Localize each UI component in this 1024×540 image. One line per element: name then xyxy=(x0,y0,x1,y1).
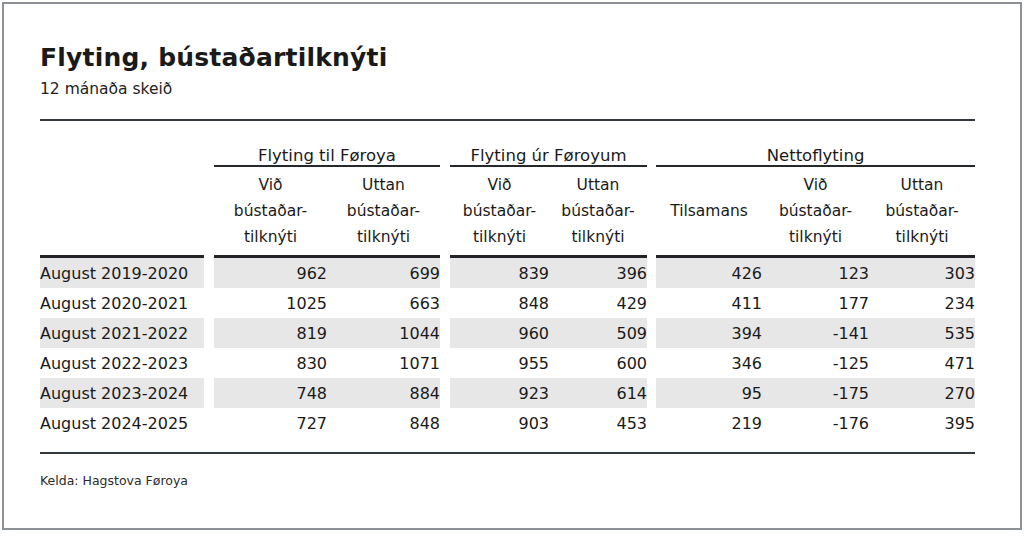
table-row: August 2019-2020 962 699 839 396 426 123… xyxy=(40,257,975,289)
column-gap xyxy=(440,129,450,166)
value-cell: 509 xyxy=(549,318,647,348)
column-gap xyxy=(440,348,450,378)
value-cell: 123 xyxy=(762,257,869,289)
value-cell: 346 xyxy=(656,348,762,378)
value-cell: 394 xyxy=(656,318,762,348)
table-row: August 2023-2024 748 884 923 614 95 -175… xyxy=(40,378,975,408)
column-gap xyxy=(204,318,214,348)
value-cell: 234 xyxy=(869,288,975,318)
column-group-flyting-til-foroya: Flyting til Føroya xyxy=(214,129,440,166)
subcolumn-header: Við bústaðar- tilknýti xyxy=(450,166,549,257)
subcolumn-header: Uttan bústaðar- tilknýti xyxy=(327,166,440,257)
value-cell: 411 xyxy=(656,288,762,318)
value-cell: 303 xyxy=(869,257,975,289)
row-label: August 2021-2022 xyxy=(40,318,204,348)
value-cell: 219 xyxy=(656,408,762,438)
value-cell: 699 xyxy=(327,257,440,289)
value-cell: 1044 xyxy=(327,318,440,348)
value-cell: 663 xyxy=(327,288,440,318)
value-cell: 903 xyxy=(450,408,549,438)
table-row: August 2024-2025 727 848 903 453 219 -17… xyxy=(40,408,975,438)
value-cell: 95 xyxy=(656,378,762,408)
subcolumn-header: Uttan bústaðar- tilknýti xyxy=(549,166,647,257)
column-gap xyxy=(647,288,656,318)
column-gap xyxy=(440,166,450,257)
column-gap xyxy=(440,257,450,289)
corner-cell xyxy=(40,129,204,166)
subcolumn-header: Uttan bústaðar- tilknýti xyxy=(869,166,975,257)
value-cell: 177 xyxy=(762,288,869,318)
subcolumn-header: Við bústaðar- tilknýti xyxy=(762,166,869,257)
value-cell: 429 xyxy=(549,288,647,318)
value-cell: -176 xyxy=(762,408,869,438)
column-group-nettoflyting: Nettoflyting xyxy=(656,129,975,166)
subcolumn-header: Við bústaðar- tilknýti xyxy=(214,166,327,257)
column-gap xyxy=(647,408,656,438)
value-cell: 395 xyxy=(869,408,975,438)
row-label: August 2023-2024 xyxy=(40,378,204,408)
value-cell: 426 xyxy=(656,257,762,289)
value-cell: 839 xyxy=(450,257,549,289)
subcolumn-header: Tilsamans xyxy=(656,166,762,257)
column-group-flyting-ur-foroyum: Flyting úr Føroyum xyxy=(450,129,647,166)
column-gap xyxy=(440,288,450,318)
value-cell: 727 xyxy=(214,408,327,438)
column-gap xyxy=(440,378,450,408)
table-row: August 2020-2021 1025 663 848 429 411 17… xyxy=(40,288,975,318)
column-gap xyxy=(647,166,656,257)
value-cell: 1071 xyxy=(327,348,440,378)
column-gap xyxy=(647,318,656,348)
corner-cell xyxy=(40,166,204,257)
column-gap xyxy=(647,129,656,166)
column-gap xyxy=(204,288,214,318)
value-cell: 848 xyxy=(450,288,549,318)
value-cell: 830 xyxy=(214,348,327,378)
value-cell: 453 xyxy=(549,408,647,438)
value-cell: -125 xyxy=(762,348,869,378)
column-gap xyxy=(204,129,214,166)
column-gap xyxy=(204,166,214,257)
page-content: Flyting, bústaðartilknýti 12 mánaða skei… xyxy=(4,4,1020,488)
value-cell: -141 xyxy=(762,318,869,348)
page-title: Flyting, bústaðartilknýti xyxy=(40,42,1020,73)
source-note: Kelda: Hagstova Føroya xyxy=(40,473,1020,488)
row-label: August 2020-2021 xyxy=(40,288,204,318)
column-gap xyxy=(204,408,214,438)
row-label: August 2022-2023 xyxy=(40,348,204,378)
value-cell: 614 xyxy=(549,378,647,408)
value-cell: -175 xyxy=(762,378,869,408)
table-rules-frame: Flyting til Føroya Flyting úr Føroyum Ne… xyxy=(40,119,975,454)
group-header-row: Flyting til Føroya Flyting úr Føroyum Ne… xyxy=(40,129,975,166)
value-cell: 848 xyxy=(327,408,440,438)
value-cell: 962 xyxy=(214,257,327,289)
column-gap xyxy=(647,257,656,289)
row-label: August 2019-2020 xyxy=(40,257,204,289)
sub-header-row: Við bústaðar- tilknýti Uttan bústaðar- t… xyxy=(40,166,975,257)
column-gap xyxy=(440,408,450,438)
table-row: August 2022-2023 830 1071 955 600 346 -1… xyxy=(40,348,975,378)
column-gap xyxy=(204,257,214,289)
value-cell: 535 xyxy=(869,318,975,348)
value-cell: 600 xyxy=(549,348,647,378)
migration-table: Flyting til Føroya Flyting úr Føroyum Ne… xyxy=(40,129,975,438)
row-label: August 2024-2025 xyxy=(40,408,204,438)
value-cell: 396 xyxy=(549,257,647,289)
column-gap xyxy=(647,378,656,408)
value-cell: 471 xyxy=(869,348,975,378)
value-cell: 1025 xyxy=(214,288,327,318)
column-gap xyxy=(204,378,214,408)
column-gap xyxy=(440,318,450,348)
value-cell: 819 xyxy=(214,318,327,348)
value-cell: 923 xyxy=(450,378,549,408)
value-cell: 748 xyxy=(214,378,327,408)
value-cell: 270 xyxy=(869,378,975,408)
column-gap xyxy=(204,348,214,378)
table-card: Flyting, bústaðartilknýti 12 mánaða skei… xyxy=(2,2,1022,530)
page-subtitle: 12 mánaða skeið xyxy=(40,80,1020,98)
table-row: August 2021-2022 819 1044 960 509 394 -1… xyxy=(40,318,975,348)
value-cell: 955 xyxy=(450,348,549,378)
value-cell: 884 xyxy=(327,378,440,408)
column-gap xyxy=(647,348,656,378)
value-cell: 960 xyxy=(450,318,549,348)
